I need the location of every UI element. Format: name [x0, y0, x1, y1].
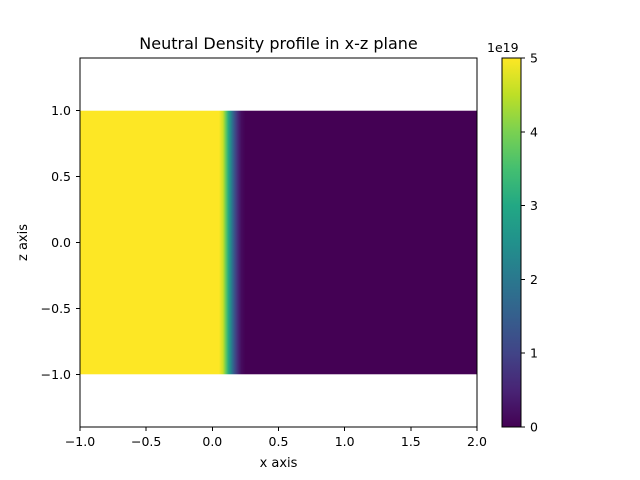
- x-tick-label: 2.0: [467, 434, 487, 449]
- colorbar-frame: [501, 57, 522, 428]
- chart-title: Neutral Density profile in x-z plane: [139, 34, 417, 53]
- colorbar-ticks: 0 1 2 3 4 5: [521, 51, 538, 435]
- colorbar-offset-label: 1e19: [487, 40, 519, 55]
- y-tick-label: 1.0: [51, 103, 71, 118]
- density-heatmap: [80, 110, 477, 375]
- colorbar-tick-label: 0: [530, 420, 538, 435]
- y-tick-label: −0.5: [41, 301, 71, 316]
- x-tick-label: 1.5: [401, 434, 421, 449]
- x-axis-label: x axis: [260, 456, 298, 471]
- colorbar-tick-label: 5: [530, 51, 538, 66]
- y-tick-label: −1.0: [41, 367, 71, 382]
- colorbar: [502, 58, 521, 427]
- y-axis-label: z axis: [16, 224, 31, 261]
- y-tick-label: 0.0: [51, 235, 71, 250]
- y-axis-ticks: 1.0 0.5 0.0 −0.5 −1.0: [41, 103, 80, 382]
- x-tick-label: 0.5: [269, 434, 289, 449]
- x-tick-label: −0.5: [131, 434, 161, 449]
- x-tick-label: 1.0: [335, 434, 355, 449]
- colorbar-tick-label: 2: [530, 272, 538, 287]
- colorbar-tick-label: 3: [530, 198, 538, 213]
- x-tick-label: 0.0: [202, 434, 222, 449]
- x-axis-ticks: −1.0 −0.5 0.0 0.5 1.0 1.5 2.0: [65, 427, 487, 449]
- colorbar-tick-label: 1: [530, 346, 538, 361]
- x-tick-label: −1.0: [65, 434, 95, 449]
- colorbar-tick-label: 4: [530, 124, 538, 139]
- y-tick-label: 0.5: [51, 169, 71, 184]
